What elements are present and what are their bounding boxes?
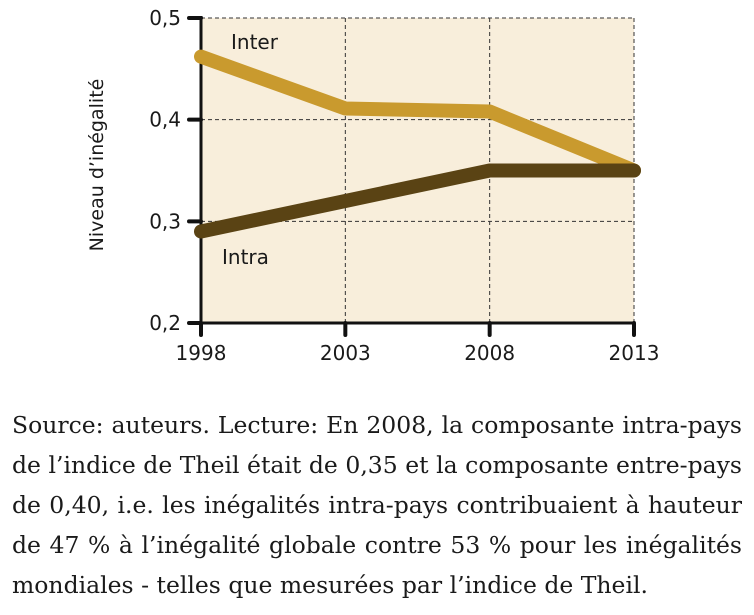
x-tick-label: 1998 — [176, 341, 227, 365]
series-label-intra: Intra — [222, 245, 269, 269]
y-tick-label: 0,3 — [149, 209, 181, 233]
y-tick-label: 0,2 — [149, 311, 181, 335]
series-line-intra — [194, 163, 641, 239]
x-tick-label: 2013 — [609, 341, 660, 365]
figure-caption: Source: auteurs. Lecture: En 2008, la co… — [12, 411, 742, 599]
data-point-inter — [489, 111, 491, 113]
y-tick-label: 0,4 — [149, 108, 181, 132]
x-tick-label: 2008 — [464, 341, 515, 365]
data-point-intra — [489, 170, 491, 171]
axes — [187, 16, 636, 337]
y-axis-title: Niveau d’inégalité — [86, 79, 108, 252]
tick-labels: 0,2 0,3 0,4 0,5 1998 2003 2008 2013 — [149, 6, 659, 365]
x-tick-label: 2003 — [320, 341, 371, 365]
series-label-inter: Inter — [231, 30, 279, 54]
data-point-inter — [344, 107, 346, 109]
series-labels: Inter Intra — [222, 30, 279, 269]
data-point-intra — [200, 231, 202, 232]
series-line-inter — [194, 49, 641, 178]
y-tick-label: 0,5 — [149, 6, 181, 30]
data-point-inter — [200, 56, 202, 58]
data-point-intra — [344, 200, 346, 202]
data-point-intra — [633, 170, 635, 171]
series-lines — [194, 49, 641, 239]
